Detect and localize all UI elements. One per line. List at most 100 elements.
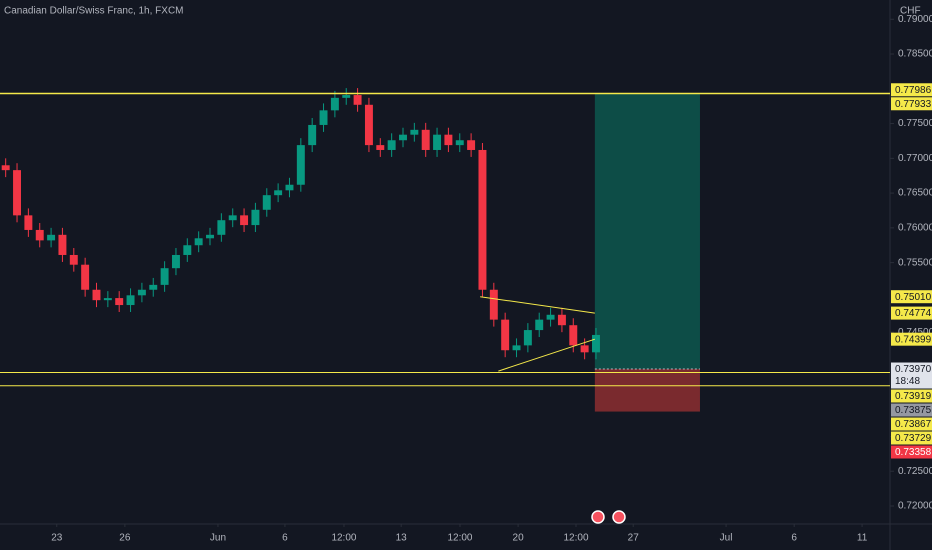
- candle-body: [512, 345, 521, 351]
- candle-body: [35, 229, 44, 241]
- y-tick-label: 0.77500: [898, 118, 932, 129]
- price-label: 0.73970: [895, 364, 932, 375]
- candle-body: [455, 140, 464, 146]
- candle-body: [546, 314, 555, 320]
- candle-body: [251, 209, 260, 226]
- x-tick-label: 27: [628, 533, 640, 544]
- price-label-bg: [891, 97, 932, 111]
- candle-body: [81, 264, 90, 290]
- candle-body: [376, 145, 385, 150]
- y-tick-label: 0.76500: [898, 188, 932, 199]
- x-tick-label: 6: [791, 533, 797, 544]
- x-tick-label: 12:00: [563, 533, 588, 544]
- x-tick-label: Jun: [210, 533, 226, 544]
- candle-body: [262, 195, 271, 210]
- candle-body: [433, 134, 442, 150]
- x-tick-label: 6: [282, 533, 288, 544]
- chart-title: Canadian Dollar/Swiss Franc, 1h, FXCM: [4, 6, 184, 17]
- candle-body: [115, 298, 124, 306]
- candle-body: [319, 110, 328, 125]
- candle-body: [489, 289, 498, 320]
- candle-body: [444, 134, 453, 146]
- candle-body: [47, 234, 56, 241]
- price-label-bg: [891, 389, 932, 403]
- trendline: [480, 296, 595, 314]
- event-icons[interactable]: [591, 510, 626, 524]
- event-icon[interactable]: [591, 510, 605, 524]
- x-tick-label: 13: [396, 533, 408, 544]
- price-label-bg: [891, 417, 932, 431]
- candle-body: [308, 124, 317, 146]
- price-label: 0.77986: [895, 85, 932, 96]
- candle-body: [149, 284, 158, 290]
- candle-body: [580, 345, 589, 353]
- price-label: 0.73919: [895, 391, 932, 402]
- candle-body: [478, 149, 487, 290]
- x-tick-label: 20: [513, 533, 525, 544]
- candle-body: [285, 184, 294, 191]
- candle-body: [330, 97, 339, 111]
- x-tick-label: 26: [119, 533, 131, 544]
- candle-body: [183, 245, 192, 255]
- event-icon[interactable]: [612, 510, 626, 524]
- candle-body: [126, 295, 135, 306]
- candle-body: [535, 319, 544, 331]
- candle-body: [342, 95, 351, 98]
- candle-body: [274, 190, 283, 196]
- candle-body: [569, 325, 578, 346]
- candle-body: [206, 234, 214, 239]
- candle-body: [364, 104, 373, 146]
- axis-unit: CHF: [900, 6, 921, 17]
- candle-body: [103, 298, 112, 301]
- candle-body: [92, 289, 101, 301]
- price-label-bg: [891, 403, 932, 417]
- price-label: 0.74774: [895, 308, 932, 319]
- y-tick-label: 0.72500: [898, 466, 932, 477]
- candle-body: [58, 234, 67, 255]
- y-tick-label: 0.77000: [898, 153, 932, 164]
- countdown: 18:48: [895, 376, 920, 387]
- candle-body: [160, 268, 169, 285]
- candle-body: [592, 334, 600, 353]
- candle-body: [296, 145, 305, 185]
- price-label: 0.73358: [895, 447, 932, 458]
- x-tick-label: 12:00: [447, 533, 472, 544]
- price-label: 0.73729: [895, 433, 932, 444]
- x-tick-label: 23: [51, 533, 63, 544]
- candle-body: [69, 254, 78, 265]
- x-tick-label: Jul: [720, 533, 733, 544]
- candle-body: [387, 140, 396, 150]
- y-tick-label: 0.72000: [898, 501, 932, 512]
- price-label-bg: [891, 362, 932, 389]
- price-label: 0.73867: [895, 419, 932, 430]
- price-label-bg: [891, 306, 932, 320]
- candle-body: [353, 95, 362, 105]
- price-label-bg: [891, 332, 932, 346]
- candle-body: [1, 165, 10, 171]
- candle-body: [194, 238, 203, 246]
- price-label: 0.74399: [895, 334, 932, 345]
- candle-body: [399, 134, 407, 141]
- candle-body: [137, 289, 146, 296]
- x-tick-label: 11: [857, 533, 868, 544]
- candle-body: [217, 220, 226, 235]
- price-label-bg: [891, 290, 932, 304]
- y-tick-label: 0.79000: [898, 14, 932, 25]
- candle-body: [523, 330, 532, 346]
- candle-body: [24, 215, 33, 230]
- y-tick-label: 0.76000: [898, 222, 932, 233]
- y-tick-label: 0.78500: [898, 49, 932, 60]
- candle-body: [557, 314, 566, 326]
- candle-body: [467, 140, 476, 150]
- price-label: 0.75010: [895, 292, 932, 303]
- price-label-bg: [891, 83, 932, 97]
- y-tick-label: 0.75500: [898, 257, 932, 268]
- loss-zone: [594, 369, 700, 412]
- price-label-bg: [891, 431, 932, 445]
- profit-zone: [594, 93, 700, 370]
- trendline: [498, 338, 596, 372]
- candle-body: [171, 254, 180, 269]
- candle-body: [13, 170, 22, 216]
